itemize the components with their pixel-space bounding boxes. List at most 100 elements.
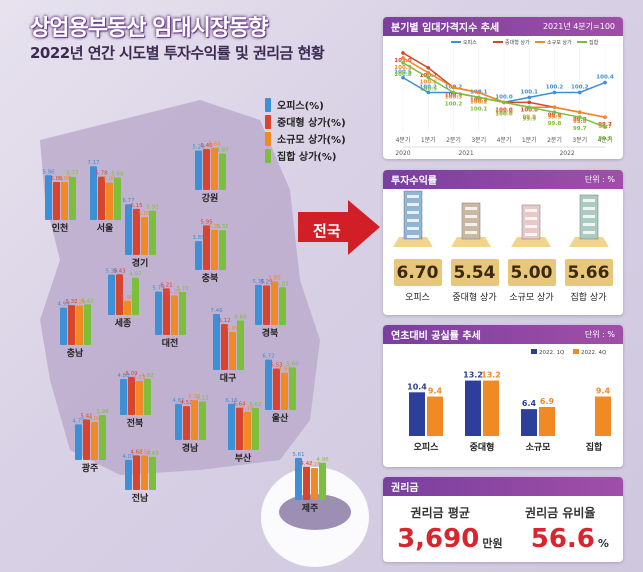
region-bar bbox=[295, 457, 302, 500]
region-group: 7.17 5.785.005.68 서울 bbox=[87, 160, 124, 234]
region-bar bbox=[195, 241, 202, 270]
region-bar bbox=[53, 182, 60, 220]
region-bar-label: 5.42 bbox=[81, 298, 93, 304]
region-bar bbox=[236, 407, 243, 450]
region-bar bbox=[61, 182, 68, 220]
data-point bbox=[603, 115, 607, 119]
premium-avg-value: 3,690 bbox=[397, 524, 480, 554]
region-bar bbox=[90, 166, 97, 220]
region-name: 인천 bbox=[52, 223, 69, 234]
svg-text:집합: 집합 bbox=[589, 39, 599, 46]
region-bar-label: 5.32 bbox=[188, 394, 200, 400]
svg-text:2022. 4Q: 2022. 4Q bbox=[581, 350, 607, 356]
region-bar-label: 5.26 bbox=[192, 145, 205, 151]
region-bar-label: 5.53 bbox=[270, 363, 283, 369]
region-bar-label: 5.09 bbox=[88, 416, 101, 422]
panel-unit: 단위 : % bbox=[584, 175, 615, 184]
region-bar bbox=[228, 403, 235, 450]
region-group: 5.796.215.285.73 대전 bbox=[152, 282, 189, 349]
region-bar-label: 5.26 bbox=[73, 300, 86, 306]
return-label: 소규모 상가 bbox=[509, 293, 554, 303]
data-point bbox=[426, 90, 431, 95]
region-bar bbox=[133, 455, 140, 490]
region-name: 충남 bbox=[67, 347, 84, 359]
region-bar-label: 5.09 bbox=[226, 326, 239, 332]
legend-entry: 집합 bbox=[577, 39, 599, 46]
data-label: 100.2 bbox=[546, 84, 564, 90]
investment-return-panel: 투자수익률 단위 : % 6.70 오피스 5.54 중대형 상가 5.00 소규모 상가 5… bbox=[383, 170, 623, 315]
region-name: 대구 bbox=[220, 372, 237, 384]
data-label: 100.2 bbox=[470, 97, 488, 103]
region-bar bbox=[211, 229, 218, 270]
region-bar-label: 4.75 bbox=[72, 418, 85, 424]
region-bar bbox=[237, 320, 244, 370]
region-bar-label: 4.87 bbox=[216, 147, 229, 153]
region-bar-label: 5.92 bbox=[146, 205, 158, 211]
data-label: 100.2 bbox=[571, 84, 589, 90]
year-label: 2021 bbox=[458, 150, 473, 157]
region-group: 4.995.325.265.42 충남 bbox=[57, 298, 93, 359]
x-tick-label: 3분기 bbox=[572, 136, 587, 144]
region-bar bbox=[203, 149, 210, 190]
data-point bbox=[426, 65, 431, 70]
region-name: 광주 bbox=[82, 462, 99, 474]
panel-title: 연초대비 공실률 추세 bbox=[391, 331, 481, 342]
region-bar-label: 4.97 bbox=[129, 272, 142, 278]
svg-text:오피스: 오피스 bbox=[463, 39, 477, 46]
data-label: 99.8 bbox=[573, 119, 587, 125]
return-label: 중대형 상가 bbox=[452, 293, 497, 303]
data-label: 100.2 bbox=[420, 84, 438, 90]
vacancy-bar bbox=[483, 380, 499, 436]
data-point bbox=[401, 61, 405, 65]
main-title: 상업용부동산 임대시장동향 bbox=[30, 16, 269, 41]
premium-avg-label: 권리금 평균 bbox=[410, 506, 470, 520]
region-bar bbox=[69, 176, 76, 220]
region-bar bbox=[229, 331, 236, 370]
region-bar bbox=[141, 217, 148, 255]
panel-title: 투자수익률 bbox=[391, 176, 437, 187]
region-bar bbox=[144, 378, 151, 415]
region-bar-label: 4.82 bbox=[141, 373, 153, 379]
vacancy-label: 13.2 bbox=[481, 371, 501, 380]
data-point bbox=[426, 70, 431, 75]
region-bar bbox=[265, 359, 272, 410]
subtitle: 2022년 연간 시도별 투자수익률 및 권리금 현황 bbox=[30, 44, 325, 62]
return-card: 5.00 소규모 상가 bbox=[506, 259, 558, 303]
region-bar-label: 4.53 bbox=[133, 375, 146, 381]
region-bar-label: 6.77 bbox=[122, 198, 135, 204]
region-bar bbox=[91, 421, 98, 460]
region-group: 7.46 6.12 5.09 6.60 대구 bbox=[210, 308, 247, 384]
region-bar-label: 5.09 bbox=[125, 371, 138, 377]
svg-text:중대형 상가: 중대형 상가 bbox=[505, 39, 530, 46]
data-label: 100.7 bbox=[420, 73, 438, 79]
legend-entry: 오피스 bbox=[451, 39, 477, 46]
region-bar-label: 5.73 bbox=[176, 286, 189, 292]
data-label: 99.9 bbox=[522, 116, 536, 122]
svg-text:2022. 1Q: 2022. 1Q bbox=[539, 350, 565, 356]
region-bar bbox=[213, 314, 220, 370]
vacancy-bar bbox=[539, 407, 555, 436]
region-bar-label: 4.01 bbox=[122, 454, 134, 460]
national-label: 전국 bbox=[313, 222, 341, 240]
region-bar-label: 5.10 bbox=[241, 406, 254, 412]
region-bar-label: 4.99 bbox=[57, 302, 70, 308]
data-label: 101.0 bbox=[394, 58, 412, 64]
data-label: 100.0 bbox=[495, 111, 513, 117]
region-bar bbox=[149, 210, 156, 255]
region-bar-label: 4.81 bbox=[172, 398, 184, 404]
vacancy-category: 소규모 bbox=[526, 442, 552, 453]
legend: 오피스(%) 중대형 상가(%) 소규모 상가(%) 집합 상가(%) bbox=[265, 96, 375, 164]
data-label: 100.5 bbox=[394, 70, 412, 76]
region-bar-label: 5.80 bbox=[268, 276, 281, 282]
region-group: 4.014.624.594.43 전남 bbox=[122, 449, 159, 504]
region-bar-label: 5.00 bbox=[103, 177, 116, 183]
vacancy-label: 9.4 bbox=[596, 387, 611, 396]
data-point bbox=[527, 95, 532, 100]
panel-note: 2021년 4분기=100 bbox=[542, 22, 615, 31]
region-bar bbox=[124, 300, 131, 315]
region-name: 세종 bbox=[115, 317, 132, 329]
region-bar-label: 5.03 bbox=[276, 281, 289, 287]
vacancy-label: 13.2 bbox=[463, 371, 483, 380]
region-bar bbox=[179, 292, 186, 335]
